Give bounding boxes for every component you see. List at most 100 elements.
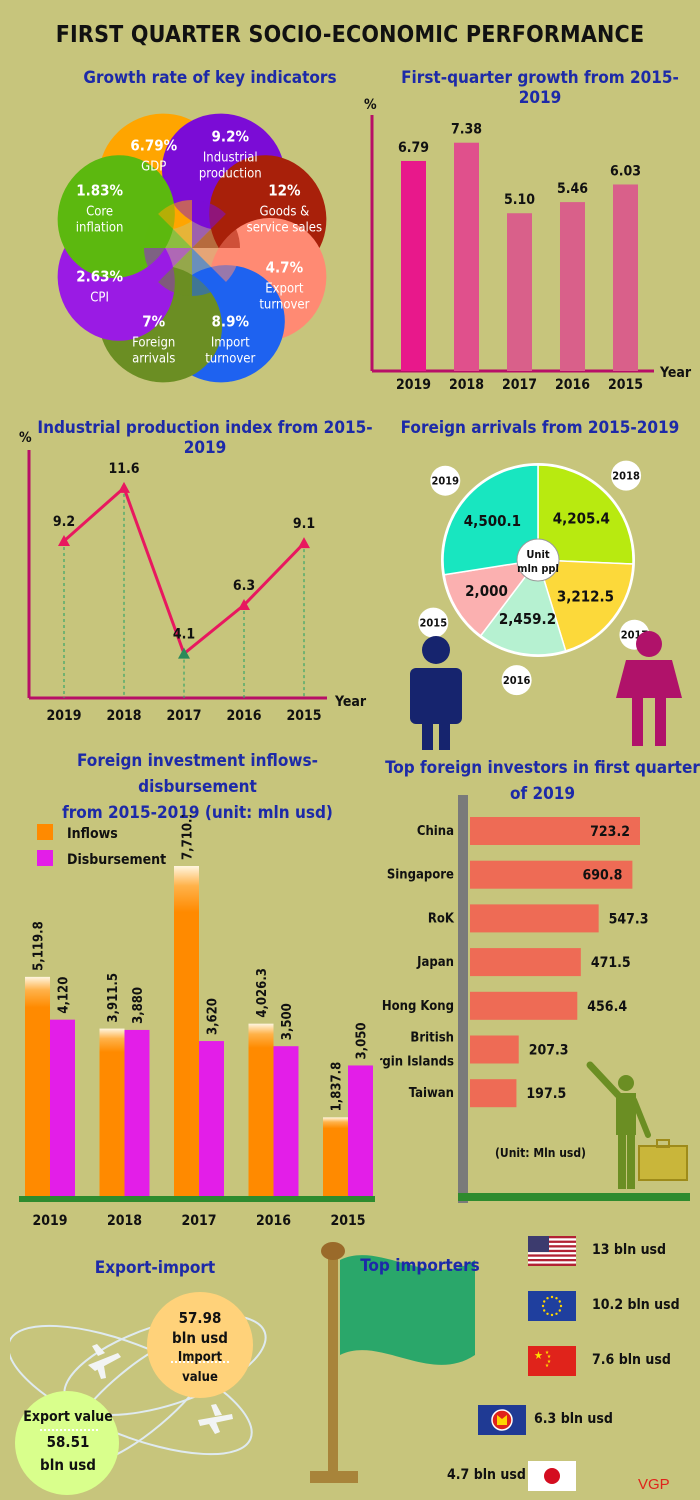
line-tick-2018: 2018 [106, 708, 141, 724]
tick-2017: 2017 [502, 377, 537, 393]
asean-flag-icon [478, 1405, 526, 1439]
growth-label-cpi: CPI [90, 290, 109, 305]
line-value-2015: 9.1 [293, 516, 315, 532]
growth-value-foreign-arrivals: 7% [142, 312, 165, 330]
core-gdp [158, 200, 192, 248]
inflows-legend-label: Inflows [67, 826, 118, 842]
top-investors-unit: (Unit: Mln usd) [495, 1146, 586, 1160]
tick-2016: 2016 [555, 377, 590, 393]
import-bubble [147, 1292, 253, 1398]
japan-flag-icon [528, 1461, 576, 1495]
growth-label-industrial-production: production [199, 167, 262, 182]
line-tick-2019: 2019 [46, 708, 81, 724]
svg-text:★: ★ [545, 1363, 549, 1369]
industrial-index-ylabel: % [19, 430, 32, 446]
line-point-2015 [298, 537, 310, 549]
investor-value-japan: 471.5 [591, 955, 631, 971]
growth-label-core-inflation: Core [86, 205, 113, 220]
disbursement-value-2016: 3,500 [280, 1003, 295, 1040]
disbursement-bar-2015 [348, 1065, 373, 1196]
bar-value-2015: 6.03 [610, 163, 641, 179]
inflow-value-2018: 3,911.5 [106, 973, 121, 1023]
arrivals-slice-2017 [536, 559, 634, 652]
importer-value-usa: 13 bln usd [592, 1242, 667, 1258]
investor-bar-japan [470, 948, 581, 977]
line-value-2018: 11.6 [108, 461, 139, 477]
airplane-icon [198, 1404, 233, 1434]
arrivals-value-2018: 4,205.4 [553, 509, 610, 527]
inflow-bar-2019 [25, 976, 50, 1196]
importer-value-japan: 4.7 bln usd [447, 1467, 526, 1483]
investment-baseline [19, 1196, 375, 1202]
investor-name-british-virgin-islands: Virgin Islands [380, 1055, 454, 1070]
disbursement-bar-2019 [50, 1019, 75, 1196]
importer-value-asean: 6.3 bln usd [534, 1411, 613, 1427]
growth-value-import-turnover: 8.9% [212, 312, 250, 330]
woman-icon [616, 631, 682, 746]
arrivals-value-2019: 4,500.1 [464, 512, 521, 530]
growth-value-gdp: 6.79% [130, 137, 177, 155]
top-investors-chart: China 723.2 Singapore 690.8 RoK 547.3 Japan 471… [380, 795, 690, 1203]
line-value-2016: 6.3 [233, 578, 255, 594]
growth-label-core-inflation: inflation [76, 221, 124, 236]
bar-2017 [507, 213, 532, 371]
investment-title-line1: Foreign investment inflows-disbursement [77, 751, 318, 797]
bar-2019 [401, 160, 426, 371]
arrivals-value-2017: 3,212.5 [557, 588, 614, 606]
investment-tick-2019: 2019 [32, 1213, 67, 1229]
line-point-2016 [238, 599, 250, 611]
investment-tick-2015: 2015 [330, 1213, 365, 1229]
export-import-title: Export-import [94, 1258, 216, 1278]
export-import-visual [10, 1292, 267, 1495]
arrivals-value-2016: 2,459.2 [499, 610, 556, 628]
investor-value-hong-kong: 456.4 [587, 999, 627, 1015]
disbursement-value-2017: 3,620 [206, 998, 221, 1035]
disbursement-value-2015: 3,050 [355, 1022, 370, 1059]
growth-value-industrial-production: 9.2% [212, 128, 250, 146]
core-goods-service-sales [192, 214, 240, 248]
growth-value-goods-service-sales: 12% [268, 182, 301, 200]
growth-value-export-turnover: 4.7% [266, 258, 304, 276]
growth-label-goods-service-sales: Goods & [260, 205, 310, 220]
investor-value-singapore: 690.8 [583, 868, 623, 884]
investor-bar-rok [470, 904, 599, 933]
svg-text:★: ★ [547, 1354, 551, 1360]
growth-label-goods-service-sales: service sales [247, 221, 322, 236]
inflow-bar-2018 [99, 1028, 125, 1196]
quarter-growth-chart: % Year 6.79 2019 7.38 2018 5.10 2017 5.46 2016 6… [364, 97, 692, 393]
core-export-turnover [192, 248, 240, 282]
investor-name-rok: RoK [428, 911, 455, 926]
inflow-bar-2016 [248, 1023, 274, 1196]
growth-rate-title: Growth rate of key indicators [83, 68, 337, 88]
investor-name-british-virgin-islands: British [410, 1031, 454, 1046]
inflow-value-2017: 7,710.1 [181, 815, 196, 860]
core-industrial-production [192, 200, 226, 248]
investor-value-rok: 547.3 [609, 911, 649, 927]
disbursement-legend-label: Disbursement [67, 852, 166, 868]
bar-2016 [560, 202, 585, 371]
import-value: 57.98 [178, 1309, 222, 1327]
growth-label-import-turnover: turnover [205, 351, 255, 366]
svg-text:★: ★ [545, 1350, 549, 1356]
industrial-index-chart: % Year 9.2 2019 11.6 2018 4.1 2017 6.3 2016 9.1 2… [19, 430, 367, 724]
import-value-block: 57.98 bln usd Import value [160, 1308, 240, 1388]
arrivals-year-2016: 2016 [503, 674, 531, 687]
export-value-block: Export value 58.51 bln usd [18, 1406, 118, 1477]
investment-title-line2: from 2015-2019 (unit: mln usd) [62, 803, 333, 823]
quarter-growth-xlabel: Year [659, 365, 692, 381]
growth-label-foreign-arrivals: arrivals [132, 351, 175, 366]
import-label: Import value [177, 1350, 223, 1385]
disbursement-bar-2016 [273, 1046, 299, 1196]
eu-flag-icon [528, 1291, 576, 1325]
importer-value-eu: 10.2 bln usd [592, 1297, 680, 1313]
inflows-legend-swatch [37, 824, 53, 840]
tick-2018: 2018 [449, 377, 484, 393]
quarter-growth-ylabel: % [364, 97, 377, 113]
export-value: 58.51 [46, 1433, 90, 1451]
disbursement-bar-2017 [199, 1041, 224, 1196]
growth-label-industrial-production: Industrial [203, 151, 258, 166]
top-investors-title-line1: Top foreign investors in first quarter [385, 758, 700, 778]
investment-title: Foreign investment inflows-disbursement … [20, 748, 375, 826]
foreign-arrivals-chart: 4,205.420183,212.520172,459.220162,00020… [410, 460, 682, 750]
